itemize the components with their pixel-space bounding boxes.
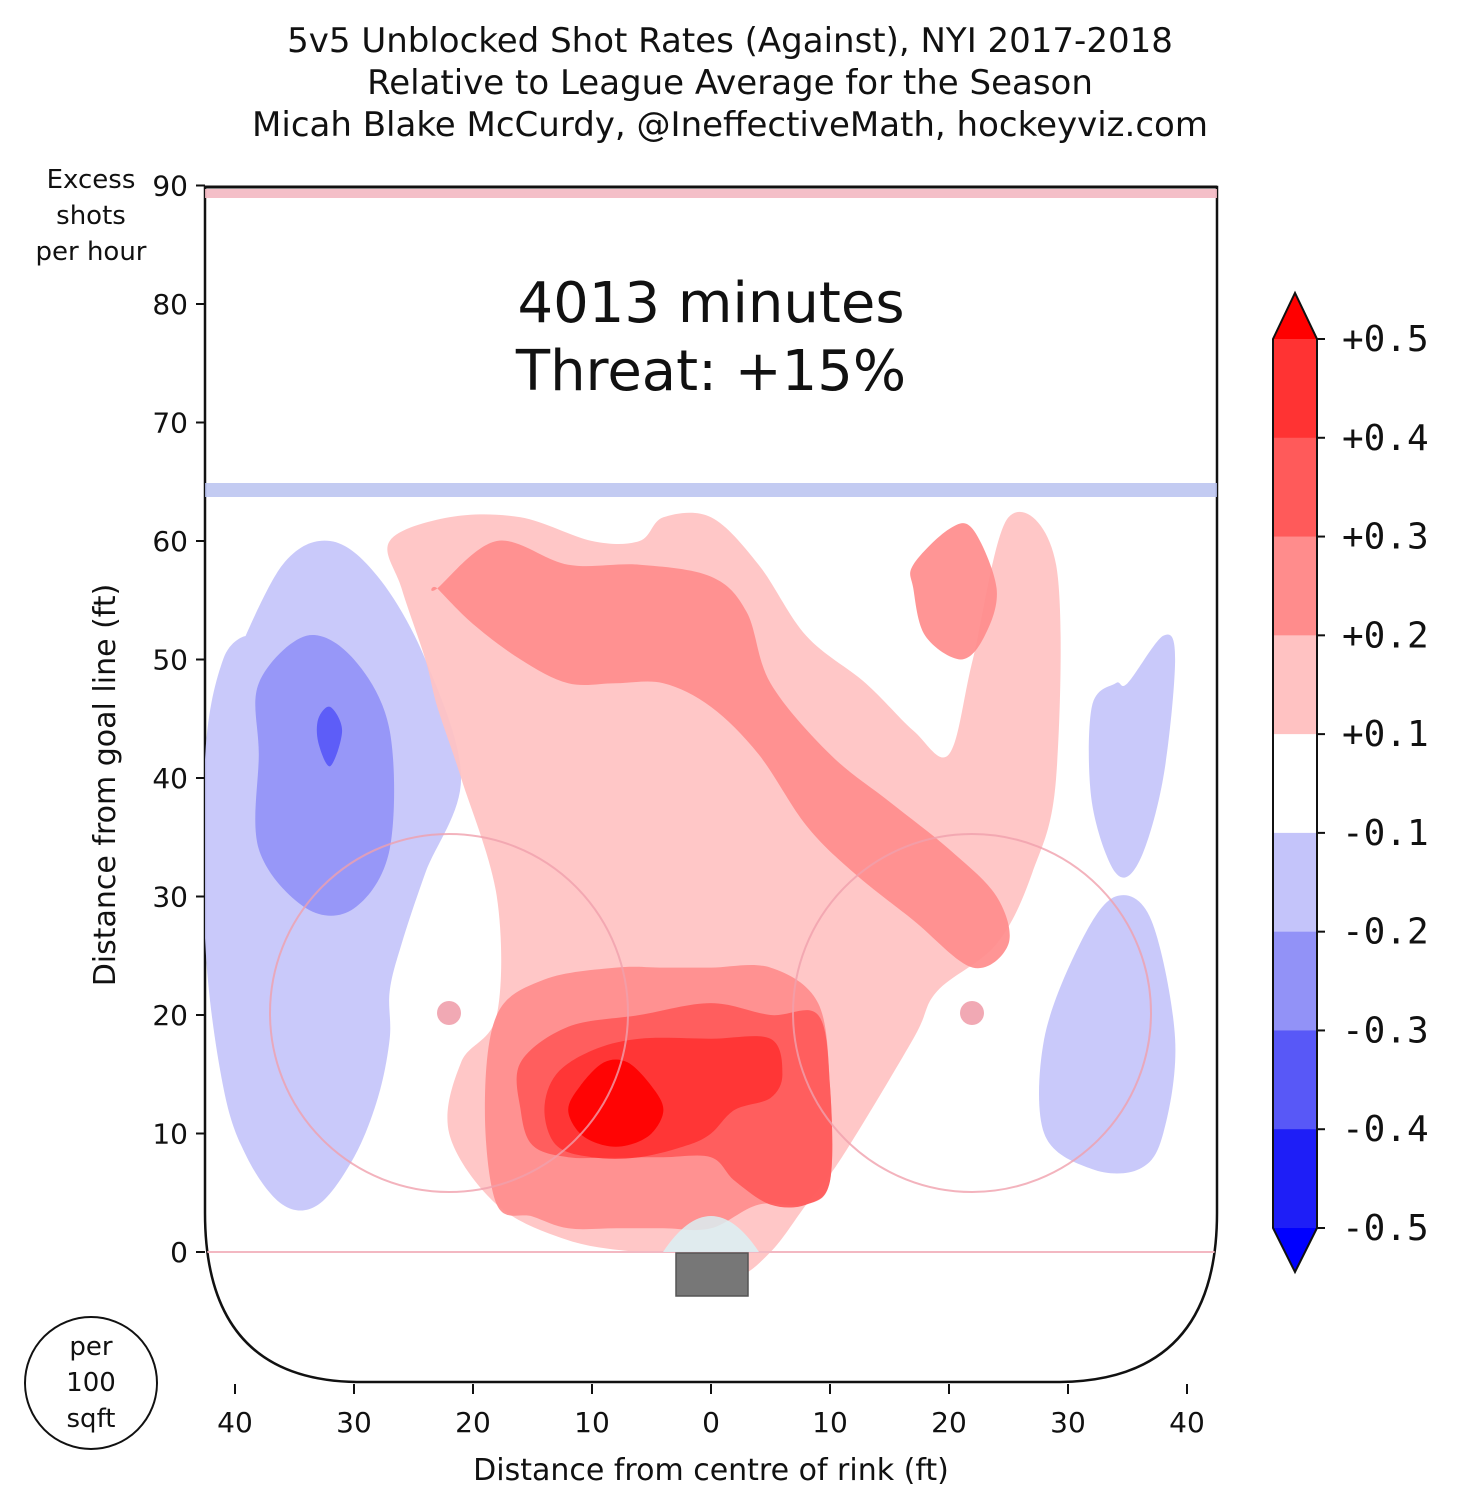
- faceoff-dot-left: [437, 1001, 461, 1025]
- x-tick-label: 30: [1050, 1406, 1086, 1439]
- colorbar-segment: [1273, 1030, 1317, 1130]
- deficit-region-4: [316, 706, 343, 767]
- y-tick-label: 80: [152, 288, 188, 321]
- colorbar-label: -0.1: [1342, 813, 1429, 854]
- x-tick-label: 20: [931, 1406, 967, 1439]
- colorbar-extend-max: [1273, 293, 1317, 339]
- x-tick-label: 10: [812, 1406, 848, 1439]
- colorbar-segment: [1273, 832, 1317, 933]
- y-axis: 0 10 20 30 40 50 60 70 80 90: [152, 170, 205, 1269]
- y-axis-label: Distance from goal line (ft): [88, 584, 123, 987]
- rink-markings: [205, 189, 1217, 1253]
- minutes-annotation: 4013 minutes: [518, 271, 905, 336]
- excess-region-6: [431, 540, 1010, 969]
- colorbar-segment: [1273, 1129, 1317, 1229]
- threat-annotation: Threat: +15%: [515, 339, 906, 404]
- y-tick-label: 40: [152, 762, 188, 795]
- y-tick-label: 70: [152, 407, 188, 440]
- colorbar-label: +0.4: [1342, 418, 1429, 459]
- colorbar-label: -0.4: [1342, 1109, 1429, 1150]
- y-tick-label: 20: [152, 999, 188, 1032]
- x-tick-label: 40: [1169, 1406, 1205, 1439]
- colorbar-label: -0.2: [1342, 912, 1429, 953]
- colorbar-label: +0.5: [1342, 319, 1429, 360]
- excess-region-11: [568, 1059, 664, 1147]
- x-tick-label: 20: [455, 1406, 491, 1439]
- area-unit-badge: per 100 sqft: [24, 1316, 158, 1450]
- x-tick-label: 0: [702, 1406, 720, 1439]
- colorbar-segment: [1273, 635, 1317, 735]
- colorbar-units-label: Excess shots per hour: [35, 165, 147, 267]
- goal-crease: [663, 1216, 759, 1252]
- faceoff-circle-left: [269, 833, 629, 1193]
- colorbar-label: +0.3: [1342, 517, 1429, 558]
- chart-credit: Micah Blake McCurdy, @IneffectiveMath, h…: [252, 105, 1208, 145]
- colorbar-segment: [1273, 536, 1317, 636]
- y-tick-label: 50: [152, 644, 188, 677]
- goal-net: [675, 1252, 749, 1297]
- excess-region-8: [910, 523, 997, 660]
- blue-line: [205, 483, 1217, 497]
- colorbar-extend-min: [1273, 1228, 1317, 1272]
- centre-red-line: [205, 189, 1217, 198]
- colorbar: +0.5 +0.4 +0.3 +0.2 +0.1 -0.1 -0.2 -0.3 -0.4 -0.5: [1272, 290, 1429, 1275]
- y-tick-label: 10: [152, 1118, 188, 1151]
- y-tick-label: 60: [152, 525, 188, 558]
- x-tick-label: 40: [217, 1406, 253, 1439]
- y-tick-label: 0: [170, 1236, 188, 1269]
- faceoff-dot-right: [960, 1001, 984, 1025]
- colorbar-segment: [1273, 339, 1317, 439]
- colorbar-label: +0.2: [1342, 615, 1429, 656]
- chart-title: 5v5 Unblocked Shot Rates (Against), NYI …: [287, 21, 1173, 61]
- colorbar-segment: [1273, 734, 1317, 834]
- deficit-region-2: [1038, 895, 1176, 1174]
- colorbar-segment: [1273, 437, 1317, 538]
- colorbar-label: -0.3: [1342, 1010, 1429, 1051]
- colorbar-label: +0.1: [1342, 714, 1429, 755]
- x-tick-label: 30: [336, 1406, 372, 1439]
- deficit-region-3: [255, 635, 395, 916]
- x-axis: 40 30 20 10 0 10 20 30 40: [217, 1384, 1205, 1439]
- x-axis-label: Distance from centre of rink (ft): [473, 1453, 949, 1488]
- x-tick-label: 10: [574, 1406, 610, 1439]
- chart-subtitle: Relative to League Average for the Seaso…: [367, 63, 1093, 103]
- colorbar-segment: [1273, 931, 1317, 1031]
- y-tick-label: 30: [152, 881, 188, 914]
- colorbar-label: -0.5: [1342, 1208, 1429, 1249]
- deficit-region-1: [1088, 634, 1176, 878]
- faceoff-circle-right: [792, 833, 1152, 1193]
- heat-contours: [205, 511, 1176, 1276]
- y-tick-label: 90: [152, 170, 188, 203]
